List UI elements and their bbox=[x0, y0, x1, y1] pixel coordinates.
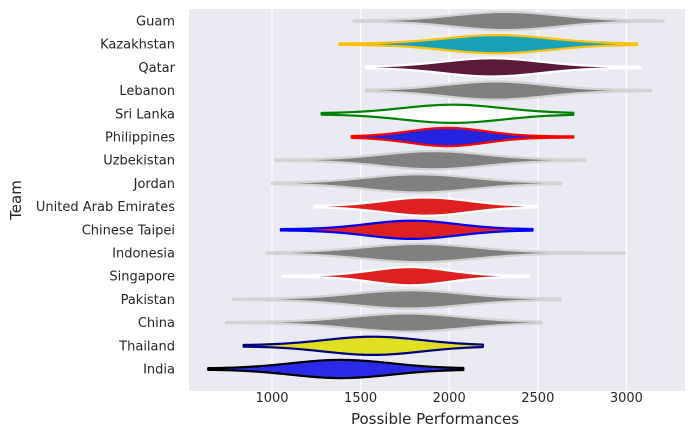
y-tick-label: Chinese Taipei bbox=[82, 223, 175, 238]
violin-chinese-taipei bbox=[279, 219, 534, 240]
violin-guam bbox=[352, 10, 665, 32]
x-tick-label: 2000 bbox=[433, 391, 466, 406]
violin-philippines bbox=[350, 126, 575, 148]
x-tick-label: 1000 bbox=[255, 391, 288, 406]
y-tick-label: Kazakhstan bbox=[100, 38, 175, 53]
x-axis-label: Possible Performances bbox=[351, 410, 519, 428]
violin-jordan bbox=[270, 173, 562, 194]
violins bbox=[207, 10, 665, 380]
violin-uzbekistan bbox=[274, 150, 587, 171]
y-tick-label: United Arab Emirates bbox=[36, 200, 175, 215]
y-tick-label: China bbox=[138, 316, 175, 331]
violin-thailand bbox=[242, 335, 484, 356]
violin-singapore bbox=[281, 266, 531, 287]
violin-indonesia bbox=[265, 242, 626, 264]
violin-united-arab-emirates bbox=[313, 196, 538, 217]
violin-china bbox=[224, 312, 543, 333]
violin-lebanon bbox=[364, 80, 653, 101]
x-tick-label: 1500 bbox=[344, 391, 377, 406]
violin-india bbox=[207, 358, 465, 380]
y-axis-label: Team bbox=[7, 180, 25, 221]
violin-pakistan bbox=[231, 289, 562, 310]
y-tick-label: Pakistan bbox=[121, 293, 175, 308]
y-tick-label: Uzbekistan bbox=[103, 154, 175, 169]
x-tick-labels: 1000 1500 2000 2500 3000 bbox=[255, 391, 642, 406]
y-tick-label: Singapore bbox=[109, 270, 175, 285]
violin-sri-lanka bbox=[320, 103, 575, 124]
y-tick-label: Qatar bbox=[138, 61, 175, 76]
violin-qatar bbox=[364, 57, 642, 78]
y-tick-label: Philippines bbox=[105, 131, 175, 146]
y-tick-label: Indonesia bbox=[112, 247, 175, 262]
x-tick-label: 2500 bbox=[521, 391, 554, 406]
violin-kazakhstan bbox=[338, 34, 639, 55]
y-tick-label: Guam bbox=[136, 15, 175, 30]
y-tick-label: Sri Lanka bbox=[115, 107, 175, 122]
x-tick-label: 3000 bbox=[610, 391, 643, 406]
y-tick-label: India bbox=[143, 363, 175, 378]
y-tick-labels: Guam Kazakhstan Qatar Lebanon Sri Lanka Phili… bbox=[36, 15, 176, 378]
y-tick-label: Thailand bbox=[118, 339, 175, 354]
y-tick-label: Jordan bbox=[133, 177, 175, 192]
y-tick-label: Lebanon bbox=[119, 84, 175, 99]
